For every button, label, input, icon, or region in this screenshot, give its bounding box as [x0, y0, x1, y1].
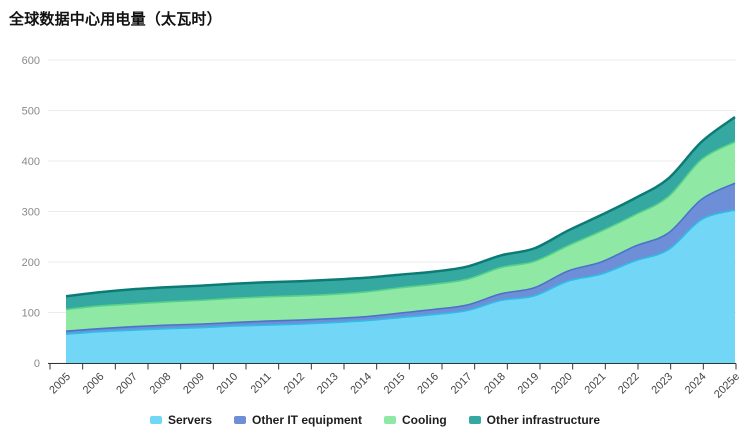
legend-swatch-icon	[384, 416, 397, 424]
area-servers	[66, 209, 735, 363]
y-tick-label: 600	[22, 55, 40, 67]
edge-other-infrastructure	[65, 116, 736, 298]
x-tick-label: 2019	[516, 371, 542, 397]
y-tick-label: 0	[34, 358, 40, 370]
x-tick-label: 2015	[382, 371, 408, 397]
y-tick-label: 300	[22, 207, 40, 219]
x-tick-label: 2023	[649, 371, 675, 397]
x-tick-label: 2014	[348, 371, 374, 397]
legend-swatch-icon	[149, 416, 162, 424]
x-tick-label: 2017	[449, 371, 475, 397]
x-tick-label: 2009	[181, 371, 207, 397]
edge-servers	[65, 209, 736, 336]
x-tick-label: 2024	[683, 371, 709, 397]
legend-item-other-infrastructure[interactable]: Other infrastructure	[468, 413, 601, 427]
x-tick-label: 2008	[148, 371, 174, 397]
legend-swatch-icon	[234, 416, 246, 424]
y-tick-label: 100	[22, 308, 40, 320]
y-tick-label: 500	[22, 106, 40, 118]
legend-item-cooling[interactable]: Cooling	[384, 413, 447, 427]
y-tick-label: 400	[22, 156, 40, 168]
x-tick-label: 2011	[249, 371, 274, 396]
legend-item-other-it-equipment[interactable]: Other IT equipment	[234, 413, 362, 427]
x-tick-label: 2005	[47, 371, 73, 397]
x-tick-label: 2025e	[712, 371, 742, 401]
x-tick-label: 2021	[583, 371, 609, 397]
y-tick-label: 200	[22, 257, 40, 269]
x-tick-label: 2007	[114, 371, 140, 397]
x-tick-label: 2016	[415, 371, 441, 397]
edge-other-it-equipment	[65, 182, 736, 332]
legend-swatch-icon	[468, 416, 481, 424]
x-tick-label: 2022	[616, 371, 642, 397]
legend-item-servers[interactable]: Servers	[149, 413, 212, 427]
x-tick-label: 2013	[315, 371, 341, 397]
legend: Servers Other IT equipment Cooling Other in…	[0, 413, 750, 427]
x-tick-label: 2010	[215, 371, 241, 397]
legend-label: Other IT equipment	[252, 413, 363, 427]
chart-title: 全球数据中心用电量（太瓦时）	[9, 11, 222, 28]
edge-cooling	[65, 141, 736, 311]
x-tick-label: 2020	[549, 371, 575, 397]
legend-label: Cooling	[402, 413, 447, 427]
x-tick-label: 2006	[81, 371, 107, 397]
x-tick-label: 2012	[281, 371, 307, 397]
legend-label: Other infrastructure	[486, 413, 601, 427]
x-tick-label: 2018	[482, 371, 508, 397]
legend-label: Servers	[167, 413, 212, 427]
